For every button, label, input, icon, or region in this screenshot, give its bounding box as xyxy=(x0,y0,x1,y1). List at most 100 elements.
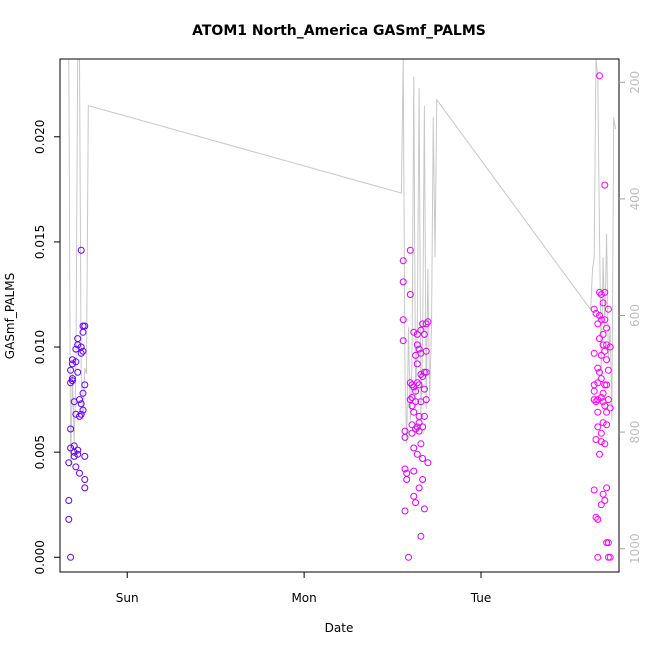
data-point xyxy=(403,469,411,477)
data-point xyxy=(590,305,598,313)
data-point xyxy=(597,501,605,509)
data-point xyxy=(590,349,598,357)
data-point xyxy=(72,358,80,366)
data-point xyxy=(77,400,85,408)
data-point xyxy=(406,291,414,298)
data-point xyxy=(599,299,607,307)
y-tick-label: 0.020 xyxy=(33,120,47,154)
data-point xyxy=(603,421,611,429)
data-point xyxy=(601,347,609,355)
y-axis-label: GASmf_PALMS xyxy=(3,273,17,359)
data-point xyxy=(399,316,407,324)
data-point xyxy=(419,476,427,483)
data-point xyxy=(597,375,605,383)
data-point xyxy=(70,442,78,450)
data-point xyxy=(422,320,430,328)
data-point xyxy=(74,450,82,458)
series-1 xyxy=(65,246,89,561)
data-point xyxy=(74,341,82,349)
data-point xyxy=(599,330,607,338)
data-point xyxy=(594,553,602,561)
data-point xyxy=(597,394,605,401)
data-point xyxy=(67,366,75,374)
data-point xyxy=(594,408,602,416)
data-point xyxy=(420,330,428,338)
data-point xyxy=(65,515,73,523)
data-point xyxy=(412,387,420,395)
data-point xyxy=(410,444,418,452)
data-point xyxy=(401,433,409,441)
data-point xyxy=(594,320,602,328)
data-point xyxy=(399,337,407,345)
data-point xyxy=(592,513,600,521)
data-point xyxy=(405,553,412,561)
data-point xyxy=(417,440,425,448)
data-point xyxy=(419,455,427,462)
y-tick-label: 0.010 xyxy=(33,330,47,364)
data-point xyxy=(81,322,89,330)
data-point xyxy=(599,419,607,427)
data-point xyxy=(410,467,418,475)
data-point xyxy=(72,410,80,418)
data-point xyxy=(410,328,418,336)
data-point xyxy=(594,515,602,523)
data-point xyxy=(68,356,76,364)
data-point xyxy=(420,505,428,513)
data-point xyxy=(415,484,423,492)
data-point xyxy=(65,459,73,467)
data-point xyxy=(603,356,611,364)
data-point xyxy=(424,318,432,326)
data-point xyxy=(590,396,598,404)
y2-tick-label: 1000 xyxy=(628,533,642,564)
data-point xyxy=(413,360,421,368)
series-3 xyxy=(590,72,614,561)
data-point xyxy=(74,368,82,376)
data-point xyxy=(422,347,430,355)
data-point xyxy=(597,429,605,437)
data-point xyxy=(79,328,87,336)
data-point xyxy=(76,396,83,404)
data-point xyxy=(67,444,75,452)
data-point xyxy=(599,490,607,498)
data-point xyxy=(596,72,603,80)
data-point xyxy=(81,484,89,492)
plot-area xyxy=(65,59,616,561)
data-point xyxy=(420,412,428,420)
data-point xyxy=(412,499,420,507)
data-point xyxy=(413,450,421,458)
data-point xyxy=(76,469,83,477)
x-tick-label: Tue xyxy=(470,591,492,605)
data-point xyxy=(65,497,73,504)
data-point xyxy=(67,379,75,387)
x-axis: Sun Mon Tue xyxy=(116,572,491,605)
data-point xyxy=(408,394,416,401)
data-point xyxy=(67,553,75,561)
data-point xyxy=(403,476,411,483)
data-point xyxy=(604,366,612,374)
data-point xyxy=(76,412,83,420)
data-point xyxy=(603,341,611,349)
data-point xyxy=(604,396,612,404)
data-point xyxy=(399,257,407,265)
data-point xyxy=(597,291,605,298)
data-point xyxy=(601,181,609,189)
y-tick-label: 0.000 xyxy=(33,540,47,574)
data-point xyxy=(419,423,427,431)
data-point xyxy=(603,484,611,492)
data-point xyxy=(597,316,605,324)
data-point xyxy=(603,408,611,416)
data-point xyxy=(79,347,87,355)
data-point xyxy=(601,288,609,296)
data-point xyxy=(399,278,407,286)
data-point xyxy=(420,385,428,393)
data-point xyxy=(401,507,409,515)
data-point xyxy=(74,446,82,454)
data-point xyxy=(603,324,611,332)
data-point xyxy=(412,425,420,433)
data-point xyxy=(606,343,614,351)
y-tick-label: 0.005 xyxy=(33,435,47,469)
series-2 xyxy=(399,246,432,561)
data-point xyxy=(596,450,603,458)
secondary-y-axis: 200 400 600 800 1000 xyxy=(619,71,642,564)
